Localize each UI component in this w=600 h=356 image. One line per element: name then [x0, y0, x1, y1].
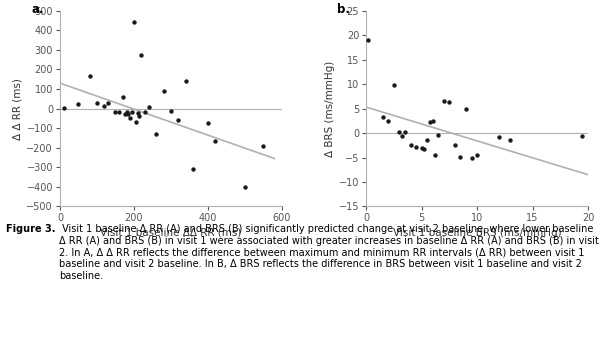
Point [417, 145, 427, 151]
Point [425, 119, 435, 125]
Point [134, 114, 144, 119]
Point [506, 137, 515, 143]
Text: b.: b. [337, 3, 350, 16]
Point [127, 110, 137, 115]
Point [159, 88, 169, 94]
Point [173, 117, 183, 123]
Y-axis label: Δ BRS (ms/mmHg): Δ BRS (ms/mmHg) [325, 61, 335, 157]
Point [124, 112, 133, 117]
Point [74, 101, 83, 106]
Point [378, 114, 388, 120]
Text: a.: a. [31, 3, 44, 16]
Point [364, 37, 373, 43]
Point [140, 110, 150, 115]
Point [259, 143, 268, 149]
Point [115, 110, 124, 115]
Point [400, 129, 410, 135]
Point [455, 154, 465, 159]
Point [383, 118, 393, 124]
Point [122, 110, 131, 115]
Point [131, 120, 140, 125]
Point [129, 20, 139, 25]
Point [578, 133, 587, 138]
Point [151, 131, 161, 137]
Point [433, 132, 443, 137]
Point [110, 109, 120, 114]
Point [137, 52, 146, 58]
Point [240, 184, 250, 190]
Point [144, 104, 154, 110]
Point [125, 115, 135, 121]
Point [100, 103, 109, 109]
Point [85, 73, 94, 79]
Point [445, 99, 454, 105]
Point [472, 152, 482, 158]
Point [461, 106, 471, 112]
Text: Figure 3.: Figure 3. [6, 224, 56, 234]
Point [467, 155, 476, 160]
Point [450, 142, 460, 148]
Point [133, 111, 142, 116]
Point [92, 100, 102, 106]
Point [406, 142, 415, 148]
Point [439, 98, 449, 104]
X-axis label: Visit 1 baseline ΔΔ RR (ms): Visit 1 baseline ΔΔ RR (ms) [100, 227, 242, 237]
X-axis label: Visit 1 baseline BRS (ms/mmHg): Visit 1 baseline BRS (ms/mmHg) [393, 227, 562, 237]
Point [395, 129, 404, 135]
Point [166, 108, 176, 113]
Point [419, 146, 428, 152]
Point [120, 112, 130, 117]
Point [188, 167, 198, 172]
Point [203, 120, 212, 126]
Y-axis label: Δ Δ RR (ms): Δ Δ RR (ms) [12, 78, 22, 140]
Point [181, 78, 191, 84]
Point [118, 94, 128, 100]
Point [430, 152, 440, 158]
Text: Visit 1 baseline Δ RR (A) and BRS (B) significantly predicted change at visit 2 : Visit 1 baseline Δ RR (A) and BRS (B) si… [59, 224, 599, 281]
Point [422, 137, 432, 143]
Point [59, 105, 68, 110]
Point [211, 138, 220, 144]
Point [411, 144, 421, 150]
Point [389, 82, 398, 88]
Point [494, 134, 504, 140]
Point [428, 118, 437, 124]
Point [397, 133, 406, 138]
Point [103, 100, 113, 106]
